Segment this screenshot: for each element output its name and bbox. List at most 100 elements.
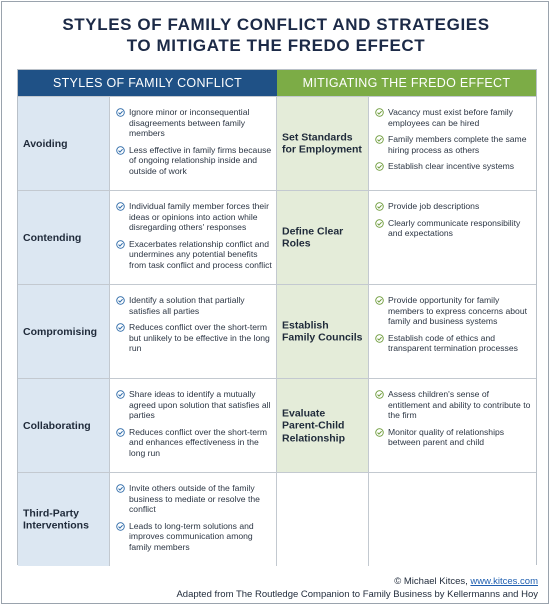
list-item-text: Individual family member forces their id… xyxy=(129,201,269,233)
list-item-text: Share ideas to identify a mutually agree… xyxy=(129,389,271,421)
strategy-cell xyxy=(277,473,369,566)
strategy-label: Establish Family Councils xyxy=(282,319,363,344)
list-item-text: Establish code of ethics and transparent… xyxy=(388,332,518,354)
list-item-text: Assess children's sense of entitlement a… xyxy=(388,389,531,421)
style-bullets: Share ideas to identify a mutually agree… xyxy=(116,389,272,465)
title-line-2: TO MITIGATE THE FREDO EFFECT xyxy=(126,36,426,55)
strategy-label: Set Standards for Employment xyxy=(282,131,362,156)
conflict-style-details: Share ideas to identify a mutually agree… xyxy=(110,379,277,472)
style-bullets: Ignore minor or inconsequential disagree… xyxy=(116,107,272,183)
list-item: Vacancy must exist before family employe… xyxy=(375,107,532,128)
check-circle-icon xyxy=(116,146,125,155)
list-item: Assess children's sense of entitlement a… xyxy=(375,389,532,421)
conflict-style-cell: Contending xyxy=(18,191,110,284)
strategy-cell: Set Standards for Employment xyxy=(277,97,369,190)
strategy-bullets: Vacancy must exist before family employe… xyxy=(375,107,532,178)
list-item-text: Vacancy must exist before family employe… xyxy=(388,107,513,128)
list-item-text: Reduces conflict over the short-term and… xyxy=(129,426,268,458)
conflict-style-cell: Compromising xyxy=(18,285,110,378)
check-circle-icon xyxy=(116,296,125,305)
check-circle-icon xyxy=(375,162,384,172)
list-item: Exacerbates relationship conflict and un… xyxy=(116,239,272,271)
credit-text: © Michael Kitces, xyxy=(394,576,471,587)
check-circle-icon xyxy=(375,296,384,305)
check-circle-icon xyxy=(116,390,125,399)
check-circle-icon xyxy=(375,390,384,399)
list-item-text: Monitor quality of relationships between… xyxy=(388,426,505,448)
list-item: Reduces conflict over the short-term but… xyxy=(116,322,272,354)
list-item: Identify a solution that partially satis… xyxy=(116,295,272,316)
list-item: Share ideas to identify a mutually agree… xyxy=(116,389,272,421)
strategy-details: Vacancy must exist before family employe… xyxy=(369,97,536,190)
list-item-text: Clearly communicate responsibility and e… xyxy=(388,217,521,239)
check-circle-icon xyxy=(116,240,125,249)
strategy-bullets: Provide opportunity for family members t… xyxy=(375,295,532,360)
list-item: Ignore minor or inconsequential disagree… xyxy=(116,107,272,139)
check-circle-icon xyxy=(116,522,125,531)
mitigation-header: MITIGATING THE FREDO EFFECT xyxy=(277,70,536,96)
strategy-cell: Define Clear Roles xyxy=(277,191,369,284)
strategy-cell: Evaluate Parent-Child Relationship xyxy=(277,379,369,472)
conflict-style-cell: Avoiding xyxy=(18,97,110,190)
conflict-style-cell: Collaborating xyxy=(18,379,110,472)
check-circle-icon xyxy=(375,202,384,211)
list-item: Monitor quality of relationships between… xyxy=(375,427,532,448)
list-item: Provide job descriptions xyxy=(375,201,532,212)
conflict-style-details: Individual family member forces their id… xyxy=(110,191,277,284)
list-item: Establish code of ethics and transparent… xyxy=(375,333,532,354)
list-item-text: Less effective in family firms because o… xyxy=(129,144,272,176)
table-row: Third-Party Interventions Invite others o… xyxy=(18,472,536,566)
style-bullets: Individual family member forces their id… xyxy=(116,201,272,277)
check-circle-icon xyxy=(116,484,125,493)
kitces-link[interactable]: www.kitces.com xyxy=(470,576,538,587)
check-circle-icon xyxy=(375,218,384,228)
check-circle-icon xyxy=(116,108,125,117)
infographic-title: STYLES OF FAMILY CONFLICT AND STRATEGIES… xyxy=(2,14,550,56)
check-circle-icon xyxy=(375,108,384,117)
table-row: Collaborating Share ideas to identify a m… xyxy=(18,378,536,472)
strategy-details: Provide job descriptions Clearly communic… xyxy=(369,191,536,284)
list-item: Individual family member forces their id… xyxy=(116,201,272,233)
list-item-text: Family members complete the same hiring … xyxy=(388,134,527,155)
table-row: Contending Individual family member force… xyxy=(18,190,536,284)
table-row: Compromising Identify a solution that par… xyxy=(18,284,536,378)
strategy-bullets: Provide job descriptions Clearly communic… xyxy=(375,201,532,245)
style-bullets: Invite others outside of the family busi… xyxy=(116,483,272,559)
list-item: Establish clear incentive systems xyxy=(375,161,532,172)
style-bullets: Identify a solution that partially satis… xyxy=(116,295,272,360)
list-item: Reduces conflict over the short-term and… xyxy=(116,427,272,459)
copyright-credit: © Michael Kitces, www.kitces.com xyxy=(394,576,538,587)
list-item-text: Reduces conflict over the short-term but… xyxy=(129,322,270,354)
list-item-text: Identify a solution that partially satis… xyxy=(129,295,245,316)
comparison-table: STYLES OF FAMILY CONFLICT MITIGATING THE… xyxy=(17,69,537,566)
strategy-details: Provide opportunity for family members t… xyxy=(369,285,536,378)
conflict-style-details: Invite others outside of the family busi… xyxy=(110,473,277,566)
conflict-style-label: Third-Party Interventions xyxy=(23,507,89,532)
list-item-text: Invite others outside of the family busi… xyxy=(129,483,260,515)
strategy-label: Evaluate Parent-Child Relationship xyxy=(282,406,346,444)
check-circle-icon xyxy=(116,323,125,332)
list-item-text: Establish clear incentive systems xyxy=(388,161,515,172)
list-item: Clearly communicate responsibility and e… xyxy=(375,218,532,239)
list-item-text: Provide opportunity for family members t… xyxy=(388,295,527,327)
conflict-style-details: Ignore minor or inconsequential disagree… xyxy=(110,97,277,190)
list-item-text: Provide job descriptions xyxy=(388,201,480,211)
list-item-text: Ignore minor or inconsequential disagree… xyxy=(129,107,250,139)
conflict-style-details: Identify a solution that partially satis… xyxy=(110,285,277,378)
strategy-bullets: Assess children's sense of entitlement a… xyxy=(375,389,532,454)
check-circle-icon xyxy=(375,428,384,437)
styles-header: STYLES OF FAMILY CONFLICT xyxy=(18,70,277,96)
table-row: Avoiding Ignore minor or inconsequential … xyxy=(18,96,536,190)
list-item: Leads to long-term solutions and improve… xyxy=(116,521,272,553)
conflict-style-label: Collaborating xyxy=(23,419,91,432)
check-circle-icon xyxy=(116,202,125,211)
strategy-label: Define Clear Roles xyxy=(282,225,344,250)
strategy-details xyxy=(369,473,536,566)
list-item: Less effective in family firms because o… xyxy=(116,145,272,177)
list-item-text: Leads to long-term solutions and improve… xyxy=(129,520,254,552)
list-item: Family members complete the same hiring … xyxy=(375,134,532,155)
check-circle-icon xyxy=(375,334,384,343)
title-line-1: STYLES OF FAMILY CONFLICT AND STRATEGIES xyxy=(62,15,490,34)
list-item: Provide opportunity for family members t… xyxy=(375,295,532,327)
